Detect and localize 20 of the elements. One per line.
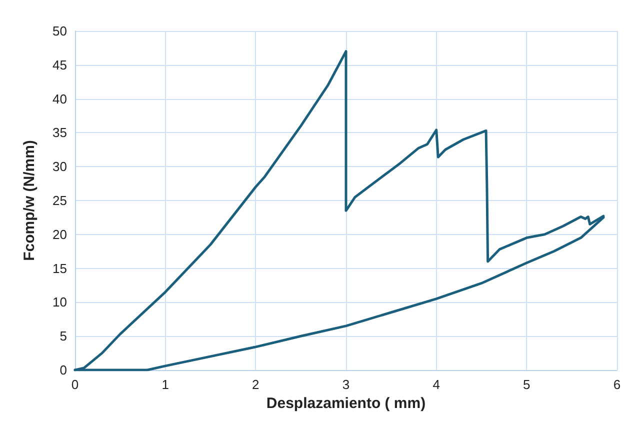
y-axis-title: Fcomp/w (N/mm) — [21, 140, 38, 261]
y-tick-label: 10 — [52, 294, 67, 310]
y-tick-label: 20 — [52, 226, 67, 242]
x-tick-label: 6 — [613, 377, 621, 392]
y-tick-label: 15 — [52, 260, 67, 276]
x-axis-title: Desplazamiento ( mm) — [266, 394, 426, 412]
y-tick-label: 30 — [52, 159, 67, 174]
x-tick-label: 2 — [252, 377, 260, 392]
y-tick-label: 25 — [52, 193, 67, 208]
x-tick-label: 4 — [432, 377, 440, 392]
x-tick-label: 0 — [71, 377, 79, 392]
y-tick-label: 50 — [52, 24, 67, 38]
y-tick-label: 35 — [52, 125, 67, 140]
x-tick-label: 1 — [162, 377, 169, 392]
y-tick-label: 40 — [52, 91, 67, 106]
x-tick-label: 3 — [342, 377, 350, 392]
y-tick-label: 0 — [60, 362, 67, 378]
y-tick-label: 5 — [60, 328, 67, 344]
x-tick-label: 5 — [523, 377, 530, 392]
y-tick-label: 45 — [52, 57, 67, 72]
